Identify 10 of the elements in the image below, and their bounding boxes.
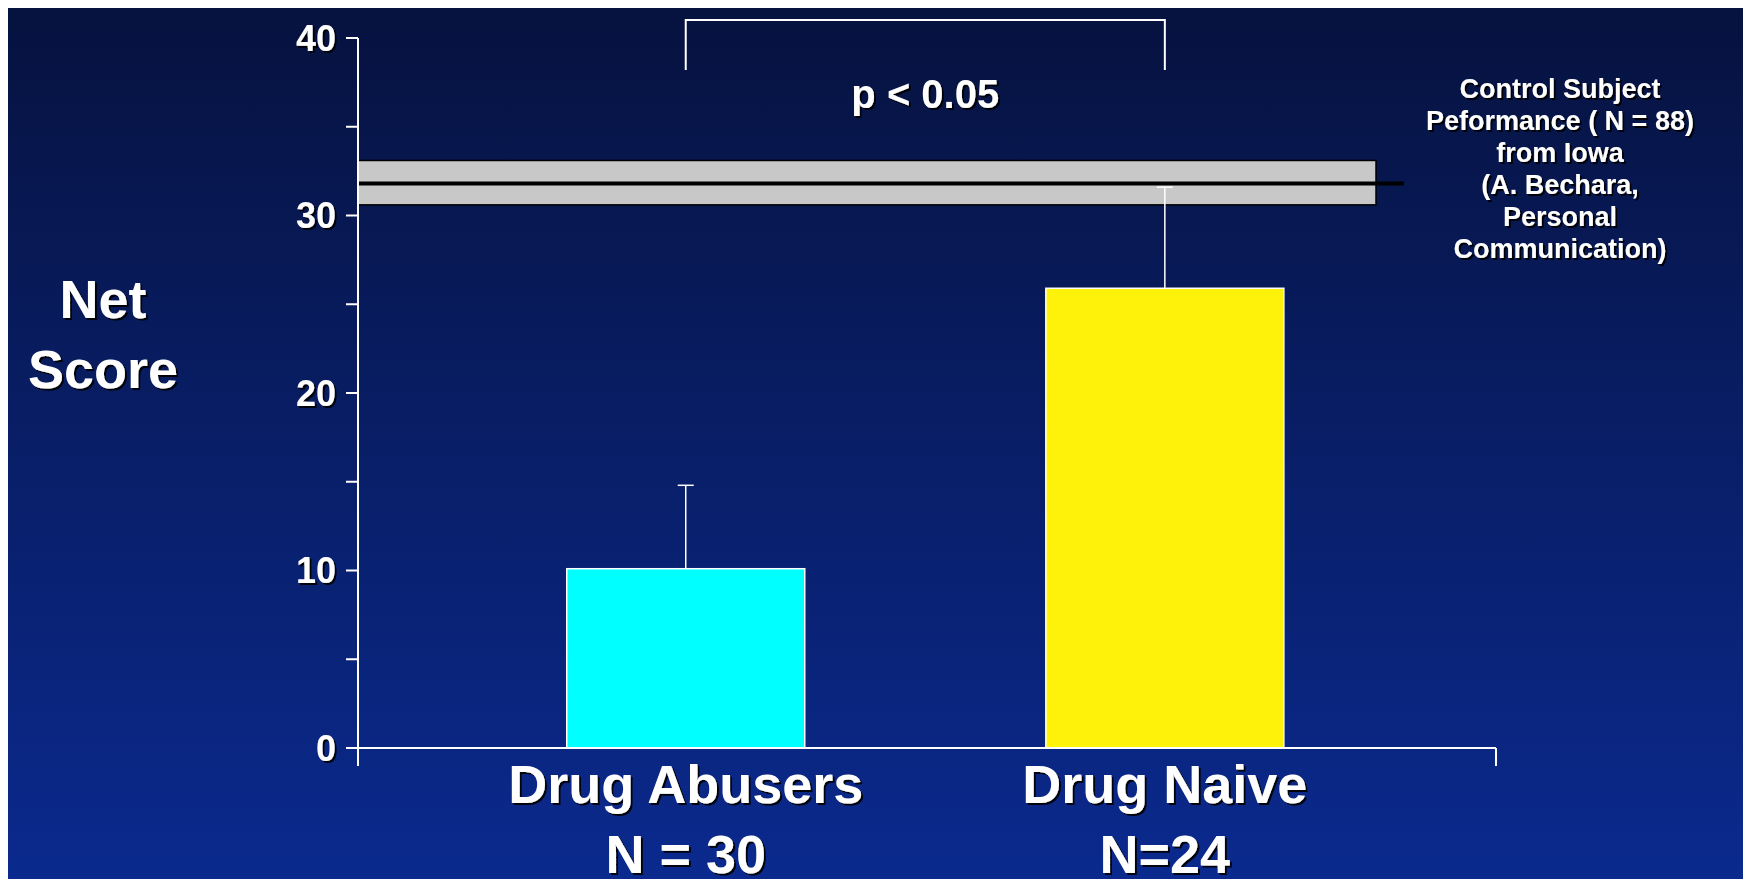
y-tick-label: 20 (295, 372, 336, 414)
y-tick-label: 40 (295, 17, 336, 59)
x-tick-label: Drug Naive N=24 (1022, 754, 1308, 879)
x-tick-label: Drug Abusers N = 30 (508, 754, 864, 879)
y-tick-label: 30 (295, 195, 336, 237)
annotation: p < 0.05 (851, 72, 1000, 116)
y-tick-label: 10 (295, 550, 336, 592)
band-label: Control Subject Peformance ( N = 88) from Iowa (A. Bechara, Personal Communication) (1426, 74, 1694, 264)
y-axis-title: Net Score (27, 269, 179, 399)
y-tick-label: 0 (315, 727, 336, 769)
